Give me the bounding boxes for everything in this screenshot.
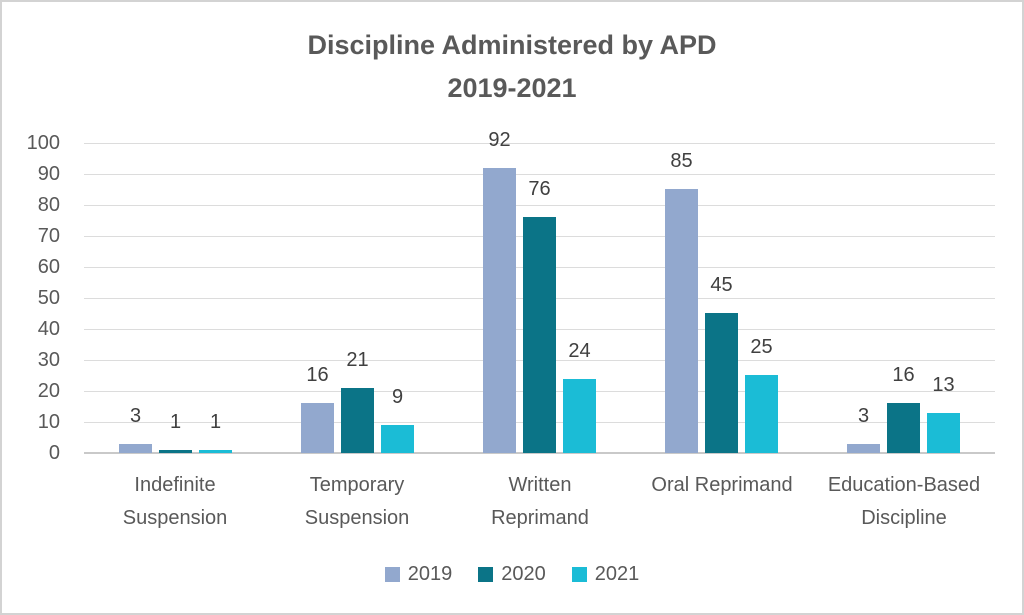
legend-item-2020: 2020 <box>478 561 546 587</box>
legend-swatch-2020 <box>478 566 494 582</box>
legend-label-2019: 2019 <box>407 563 453 585</box>
y-axis-tick-label: 50 <box>37 287 60 309</box>
bar-2021-written-reprimand <box>563 379 596 453</box>
legend-item-2019: 2019 <box>384 561 453 587</box>
bar-2021-temporary-suspension <box>381 425 414 453</box>
x-axis-category-label: Indefinite Suspension <box>122 474 228 529</box>
y-axis-tick-label: 90 <box>37 163 60 185</box>
gridline <box>84 174 995 175</box>
legend-label-2021: 2021 <box>594 563 640 585</box>
bar-value-label: 45 <box>710 274 733 296</box>
bar-value-label: 1 <box>169 411 182 433</box>
bar-value-label: 21 <box>346 349 369 371</box>
y-axis-tick-label: 10 <box>37 411 60 433</box>
bar-value-label: 85 <box>670 150 693 172</box>
y-axis-tick-label: 100 <box>26 132 60 154</box>
x-axis-category-label: Education-Based Discipline <box>827 474 981 529</box>
chart-title-line2: 2019-2021 <box>447 73 577 103</box>
legend-swatch-2019 <box>384 566 400 582</box>
gridline <box>84 205 995 206</box>
bar-2020-written-reprimand <box>523 217 556 453</box>
x-axis-category-label: Written Reprimand <box>491 474 589 529</box>
chart-title: Discipline Administered by APD 2019-2021 <box>2 24 1022 110</box>
y-axis-tick-label: 80 <box>37 194 60 216</box>
bar-value-label: 16 <box>892 364 915 386</box>
bar-2021-education-based-discipline <box>927 413 960 453</box>
bar-value-label: 13 <box>932 374 955 396</box>
bar-value-label: 24 <box>568 340 591 362</box>
bar-value-label: 92 <box>488 129 511 151</box>
bar-2020-oral-reprimand <box>705 313 738 453</box>
x-axis-category-label: Oral Reprimand <box>651 474 793 496</box>
x-axis-category-label: Temporary Suspension <box>304 474 410 529</box>
bar-value-label: 25 <box>750 336 773 358</box>
legend: 2019 2020 2021 <box>2 561 1022 587</box>
bar-value-label: 9 <box>391 386 404 408</box>
bar-2019-temporary-suspension <box>301 403 334 453</box>
y-axis-tick-label: 70 <box>37 225 60 247</box>
chart-title-line1: Discipline Administered by APD <box>307 30 717 60</box>
bar-value-label: 1 <box>209 411 222 433</box>
bar-2020-temporary-suspension <box>341 388 374 453</box>
bar-value-label: 3 <box>129 405 142 427</box>
legend-item-2021: 2021 <box>571 561 640 587</box>
gridline <box>84 143 995 144</box>
bar-2019-indefinite-suspension <box>119 444 152 453</box>
y-axis-tick-label: 30 <box>37 349 60 371</box>
y-axis-tick-label: 20 <box>37 380 60 402</box>
bar-2020-indefinite-suspension <box>159 450 192 453</box>
bar-2019-education-based-discipline <box>847 444 880 453</box>
bar-value-label: 3 <box>857 405 870 427</box>
legend-swatch-2021 <box>571 566 587 582</box>
bar-value-label: 76 <box>528 178 551 200</box>
x-axis-line <box>84 452 995 454</box>
bar-2020-education-based-discipline <box>887 403 920 453</box>
bar-2019-written-reprimand <box>483 168 516 453</box>
bar-2019-oral-reprimand <box>665 189 698 453</box>
y-axis-tick-label: 60 <box>37 256 60 278</box>
y-axis-tick-label: 0 <box>48 442 60 464</box>
y-axis-tick-label: 40 <box>37 318 60 340</box>
legend-label-2020: 2020 <box>501 563 546 585</box>
bar-value-label: 16 <box>306 364 329 386</box>
bar-2021-indefinite-suspension <box>199 450 232 453</box>
bar-2021-oral-reprimand <box>745 375 778 453</box>
